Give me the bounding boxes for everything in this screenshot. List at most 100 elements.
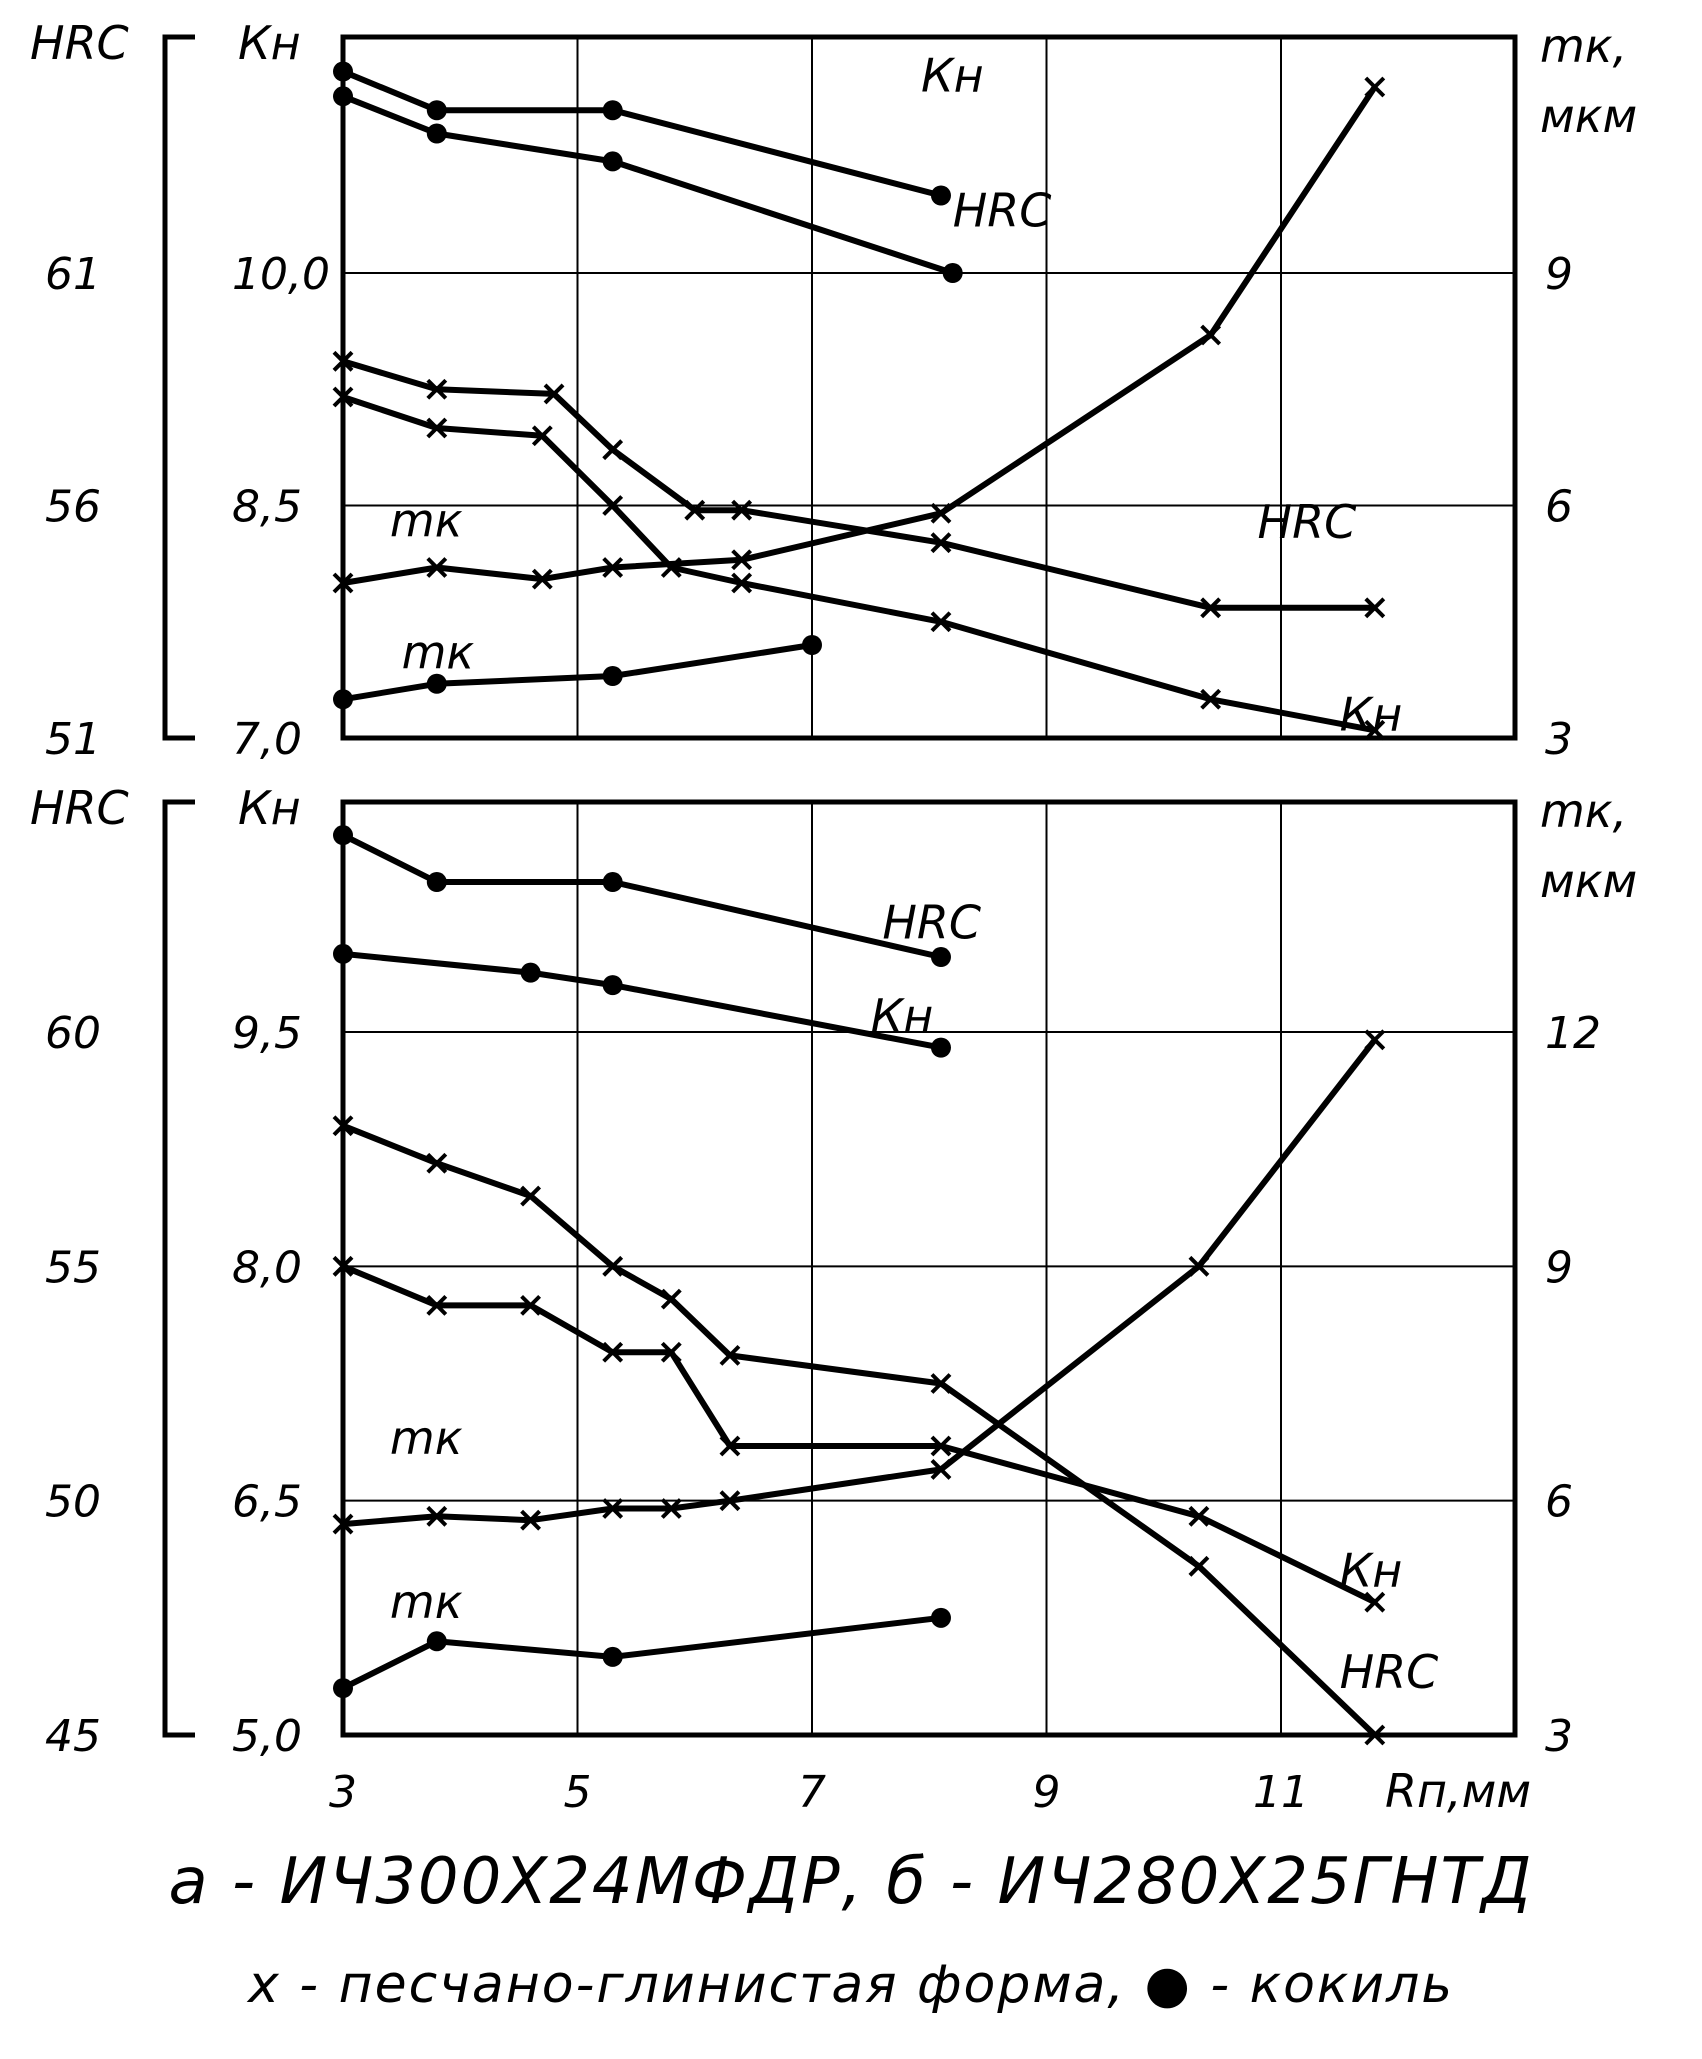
panel-a-series-label: mк <box>390 494 463 548</box>
panel-b-mk-tick-label: 6 <box>1545 1477 1573 1528</box>
panel-a-kn-tick-label: 7,0 <box>232 714 302 765</box>
chart-figure: HRC515661Кн7,08,510,0mк,мкм369КнHRCHRCКн… <box>30 16 1637 1818</box>
panel-a-data-point-cross <box>930 532 952 554</box>
panel-b-data-point-cross <box>930 1459 952 1480</box>
panel-b-mk-tick-label: 3 <box>1545 1711 1573 1762</box>
panel-b-data-point-dot <box>333 943 353 964</box>
panel-b-series-label: mк <box>390 1411 463 1465</box>
panel-b-kn-axis-title: Кн <box>238 781 301 835</box>
panel-b-hrc-tick-label: 50 <box>45 1477 101 1528</box>
panel-b-series-line-kn <box>341 1263 1377 1605</box>
panel-a-mk-axis-title: mк, <box>1540 19 1627 73</box>
panel-a-kn-tick-label: 8,5 <box>232 482 302 533</box>
panel-b-kn-tick-label: 6,5 <box>232 1477 302 1528</box>
panel-a-data-point-cross <box>731 499 753 521</box>
panel-b-hrc-tick-label: 45 <box>45 1711 101 1762</box>
panel-b-series-line-mk <box>342 1037 1378 1528</box>
panel-a-series-label: Кн <box>1340 687 1403 741</box>
panel-b-series-line-kn <box>342 950 942 1051</box>
panel-a-data-point-cross <box>930 611 952 633</box>
panel-a-data-point-dot <box>426 100 447 121</box>
panel-b-data-point-cross <box>719 1435 741 1457</box>
panel-a-data-point-dot <box>930 185 951 206</box>
panel-a-data-point-cross <box>531 568 553 590</box>
panel-a-hrc-axis-title: HRC <box>30 16 129 70</box>
panel-b-series-label: HRC <box>882 895 981 949</box>
panel-a-data-point-cross <box>1200 597 1222 619</box>
panel-a-data-point-dot <box>802 635 822 655</box>
panel-b-data-point-dot <box>426 1631 447 1652</box>
panel-a-data-point-dot <box>942 263 963 283</box>
panel-a-data-point-cross <box>602 439 624 461</box>
panel-b-data-point-dot <box>930 1037 951 1058</box>
panel-b-data-point-cross <box>719 1344 741 1366</box>
panel-b-data-point-cross <box>520 1509 542 1531</box>
panel-a-data-point-cross <box>684 499 706 521</box>
panel-b-data-point-cross <box>1188 1255 1210 1277</box>
panel-a-data-point-cross <box>332 386 354 408</box>
panel-a-series-line-mk <box>342 642 813 703</box>
panel-b-hrc-axis-title: HRC <box>30 781 129 835</box>
panel-a-mk-tick-label: 6 <box>1545 482 1573 533</box>
panel-a-data-point-cross <box>1200 688 1222 710</box>
panel-a-data-point-dot <box>426 123 447 144</box>
panel-a-series-label: mк <box>402 625 475 679</box>
x-axis-title: Rп,мм <box>1385 1764 1531 1818</box>
panel-b-data-point-dot <box>333 1678 353 1699</box>
panel-a-data-point-cross <box>602 557 624 578</box>
panel-b-data-point-dot <box>602 872 623 893</box>
panel-a-kn-tick-label: 10,0 <box>232 249 330 300</box>
panel-b-hrc-axis-line <box>162 799 195 1738</box>
panel-a-data-point-cross <box>332 572 354 594</box>
panel-a-data-point-cross <box>543 383 565 405</box>
panel-b-data-point-cross <box>1364 1724 1386 1746</box>
x-tick-label: 9 <box>1033 1767 1061 1818</box>
panel-a-data-point-cross <box>930 502 952 524</box>
panel-a-plot-frame <box>340 34 1518 741</box>
panel-a-data-point-cross <box>731 572 753 594</box>
panel-b-data-point-dot <box>930 1607 951 1628</box>
panel-b-data-point-dot <box>930 947 951 968</box>
panel-b-data-point-cross <box>930 1435 952 1457</box>
panel-b-data-point-cross <box>719 1490 741 1512</box>
panel-a-data-point-cross <box>602 495 624 516</box>
x-tick-label: 3 <box>329 1767 357 1818</box>
panel-b-data-point-cross <box>332 1255 354 1277</box>
panel-b-mk-axis-unit: мкм <box>1540 854 1637 908</box>
panel-b-data-point-cross <box>426 1505 448 1527</box>
panel-a-data-point-cross <box>332 350 354 372</box>
panel-b-data-point-dot <box>333 825 353 846</box>
panel-b-data-point-cross <box>930 1373 952 1394</box>
panel-b-mk-axis-title: mк, <box>1540 784 1627 838</box>
panel-b-data-point-dot <box>602 975 623 996</box>
panel-a-data-point-dot <box>333 86 353 107</box>
panel-b-hrc-tick-label: 60 <box>45 1008 101 1059</box>
panel-a-series-label: Кн <box>921 49 984 103</box>
panel-b-data-point-dot <box>426 872 447 893</box>
panel-a-mk-tick-label: 9 <box>1545 249 1573 300</box>
x-tick-label: 11 <box>1253 1767 1309 1818</box>
panel-b-data-point-cross <box>332 1513 354 1535</box>
panel-a-hrc-tick-label: 61 <box>45 249 101 300</box>
panel-b-data-point-dot <box>602 1646 623 1667</box>
caption-alloys: а - ИЧ300Х24МФДР, б - ИЧ280Х25ГНТД <box>168 1845 1534 1919</box>
panel-b-hrc-tick-label: 55 <box>45 1242 101 1293</box>
panel-a-data-point-cross <box>1200 324 1222 346</box>
x-tick-label: 7 <box>798 1767 826 1818</box>
panel-a-data-point-cross <box>426 557 448 578</box>
panel-b-data-point-cross <box>602 1255 624 1277</box>
panel-b-data-point-cross <box>520 1294 542 1316</box>
panel-a-mk-axis-unit: мкм <box>1540 89 1637 143</box>
panel-b-data-point-cross <box>602 1498 624 1519</box>
panel-b-data-point-cross <box>1364 1029 1386 1051</box>
panel-a-data-point-dot <box>602 151 623 172</box>
panel-b-mk-tick-label: 12 <box>1545 1008 1601 1059</box>
panel-b-kn-tick-label: 9,5 <box>232 1008 302 1059</box>
panel-b-data-point-cross <box>332 1115 354 1137</box>
panel-b-data-point-cross <box>602 1341 624 1363</box>
panel-b-series-label: HRC <box>1340 1645 1439 1699</box>
panel-a-data-point-dot <box>602 666 623 686</box>
panel-a-data-point-cross <box>531 425 553 447</box>
panel-a-hrc-tick-label: 51 <box>45 714 101 765</box>
panel-a-series-label: HRC <box>1258 495 1357 549</box>
